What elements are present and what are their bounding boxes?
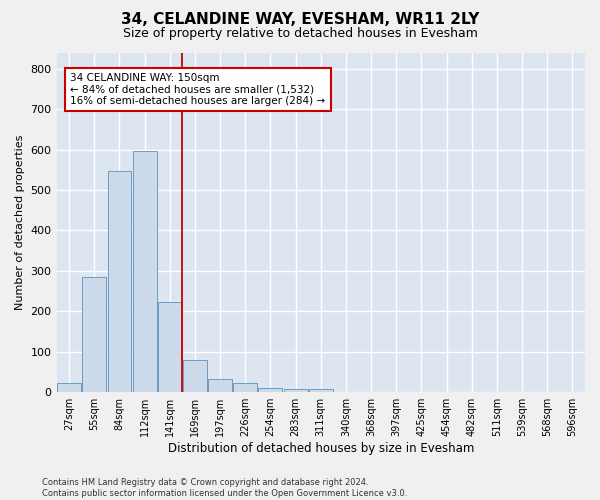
Bar: [107, 170, 131, 392]
Y-axis label: Number of detached properties: Number of detached properties: [15, 134, 25, 310]
Text: Size of property relative to detached houses in Evesham: Size of property relative to detached ho…: [122, 28, 478, 40]
Bar: [233, 384, 257, 392]
Bar: [284, 389, 308, 392]
Bar: [183, 360, 207, 392]
Bar: [158, 302, 182, 392]
X-axis label: Distribution of detached houses by size in Evesham: Distribution of detached houses by size …: [167, 442, 474, 455]
Bar: [259, 388, 283, 392]
Text: 34, CELANDINE WAY, EVESHAM, WR11 2LY: 34, CELANDINE WAY, EVESHAM, WR11 2LY: [121, 12, 479, 28]
Text: Contains HM Land Registry data © Crown copyright and database right 2024.
Contai: Contains HM Land Registry data © Crown c…: [42, 478, 407, 498]
Bar: [208, 379, 232, 392]
Bar: [57, 384, 81, 392]
Bar: [309, 390, 333, 392]
Bar: [82, 277, 106, 392]
Bar: [133, 151, 157, 392]
Text: 34 CELANDINE WAY: 150sqm
← 84% of detached houses are smaller (1,532)
16% of sem: 34 CELANDINE WAY: 150sqm ← 84% of detach…: [70, 72, 326, 106]
